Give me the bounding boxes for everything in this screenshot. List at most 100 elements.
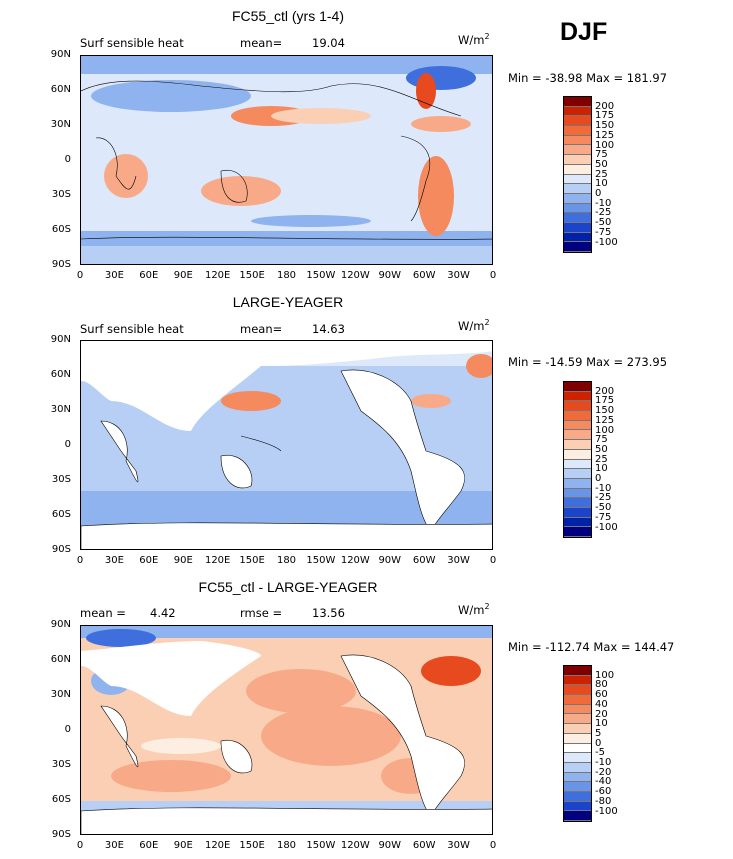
colorbar-swatch <box>564 772 591 783</box>
panel-2-mean-value: 14.63 <box>312 322 345 336</box>
panel-3-lon-tick: 90W <box>378 840 402 851</box>
colorbar-swatch <box>564 97 591 107</box>
panel-1-lon-tick: 120E <box>204 270 231 281</box>
colorbar-label: -50 <box>595 502 612 514</box>
panel-2-lon-tick: 60W <box>412 555 436 566</box>
panel-3-lon-tick: 90E <box>173 840 193 851</box>
colorbar-label: 0 <box>595 737 602 749</box>
colorbar-swatch <box>564 391 591 402</box>
colorbar-label: 80 <box>595 679 608 691</box>
panel-2-lon-tick: 90E <box>173 555 193 566</box>
panel-1-lon-tick: 60E <box>139 270 159 281</box>
panel-2-lon-tick: 180 <box>276 555 297 566</box>
colorbar-swatch <box>564 155 591 165</box>
panel-1-colorbar <box>563 96 592 253</box>
panel-1-lon-tick: 0 <box>76 270 84 281</box>
colorbar-swatch <box>564 507 591 518</box>
colorbar-label: -25 <box>595 207 612 219</box>
panel-1-lat-tick: 60N <box>50 84 71 95</box>
panel-3-lon-tick: 60E <box>139 840 159 851</box>
colorbar-swatch <box>564 666 591 676</box>
panel-1-lat-tick: 90S <box>51 259 71 270</box>
panel-1-lon-tick: 150W <box>306 270 336 281</box>
panel-3-lat-tick: 0 <box>64 724 71 735</box>
colorbar-swatch <box>564 724 591 734</box>
colorbar-swatch <box>564 213 591 223</box>
panel-3-map <box>80 625 493 835</box>
colorbar-swatch <box>564 704 591 715</box>
panel-1-lon-tick: 30E <box>104 270 124 281</box>
panel-3-lat-tick: 30S <box>51 759 71 770</box>
panel-1-units: W/m2 <box>458 32 490 47</box>
colorbar-swatch <box>564 203 591 214</box>
colorbar-swatch <box>564 116 591 127</box>
colorbar-swatch <box>564 184 591 194</box>
panel-2-map <box>80 340 493 550</box>
panel-3-mean-value: 4.42 <box>150 606 176 620</box>
panel-1-lon-tick: 60W <box>412 270 436 281</box>
panel-2-lat-tick: 90S <box>51 544 71 555</box>
colorbar-label: 10 <box>595 718 608 730</box>
colorbar-swatch <box>564 498 591 508</box>
colorbar-swatch <box>564 753 591 763</box>
colorbar-swatch <box>564 733 591 744</box>
colorbar-label: 100 <box>595 669 615 681</box>
colorbar-swatch <box>564 440 591 450</box>
colorbar-swatch <box>564 488 591 499</box>
panel-2-lon-tick: 150W <box>306 555 336 566</box>
colorbar-label: 50 <box>595 158 608 170</box>
panel-2-lat-tick: 60S <box>51 509 71 520</box>
panel-2-lat-tick: 60N <box>50 369 71 380</box>
panel-1-lon-tick: 0 <box>489 270 497 281</box>
panel-3-lon-tick: 150W <box>306 840 336 851</box>
colorbar-swatch <box>564 782 591 792</box>
panel-2-lat-tick: 0 <box>64 439 71 450</box>
colorbar-swatch <box>564 478 591 489</box>
panel-2-lon-tick: 30E <box>104 555 124 566</box>
colorbar-swatch <box>564 527 591 537</box>
colorbar-label: -75 <box>595 511 612 523</box>
colorbar-swatch <box>564 762 591 773</box>
panel-2-lon-tick: 0 <box>489 555 497 566</box>
panel-3-units: W/m2 <box>458 602 490 617</box>
panel-2-lon-tick: 0 <box>76 555 84 566</box>
panel-3-colorbar <box>563 665 592 822</box>
colorbar-label: 0 <box>595 188 602 199</box>
panel-2-minmax: Min = -14.59 Max = 273.95 <box>508 355 668 369</box>
colorbar-swatch <box>564 145 591 156</box>
colorbar-swatch <box>564 106 591 117</box>
colorbar-swatch <box>564 232 591 243</box>
colorbar-label: -25 <box>595 492 612 504</box>
panel-1-variable: Surf sensible heat <box>80 36 184 50</box>
panel-3-lat-tick: 90N <box>50 619 71 630</box>
colorbar-label: -20 <box>595 766 612 778</box>
colorbar-label: 25 <box>595 453 608 465</box>
panel-2-lat-tick: 30N <box>50 404 71 415</box>
colorbar-label: -100 <box>595 805 618 817</box>
panel-1-map <box>80 55 493 265</box>
colorbar-label: -50 <box>595 217 612 229</box>
colorbar-label: 150 <box>595 405 615 417</box>
panel-3-lat-tick: 90S <box>51 829 71 840</box>
panel-3-lon-tick: 0 <box>489 840 497 851</box>
colorbar-label: 125 <box>595 129 615 141</box>
panel-1-lon-tick: 120W <box>340 270 370 281</box>
colorbar-label: -100 <box>595 521 618 533</box>
colorbar-swatch <box>564 401 591 412</box>
colorbar-swatch <box>564 685 591 696</box>
panel-2-lat-tick: 90N <box>50 334 71 345</box>
panel-2-lon-tick: 30W <box>447 555 470 566</box>
colorbar-label: -40 <box>595 776 612 788</box>
colorbar-label: 200 <box>595 100 615 112</box>
panel-1-lat-tick: 30S <box>51 189 71 200</box>
colorbar-label: -75 <box>595 226 612 238</box>
panel-3-lat-tick: 60S <box>51 794 71 805</box>
panel-1-lat-tick: 60S <box>51 224 71 235</box>
panel-3-lon-tick: 120W <box>340 840 370 851</box>
panel-2-mean-label: mean= <box>240 322 283 336</box>
colorbar-swatch <box>564 469 591 479</box>
colorbar-label: 10 <box>595 178 608 190</box>
colorbar-label: 75 <box>595 434 608 446</box>
colorbar-swatch <box>564 135 591 146</box>
colorbar-swatch <box>564 517 591 528</box>
